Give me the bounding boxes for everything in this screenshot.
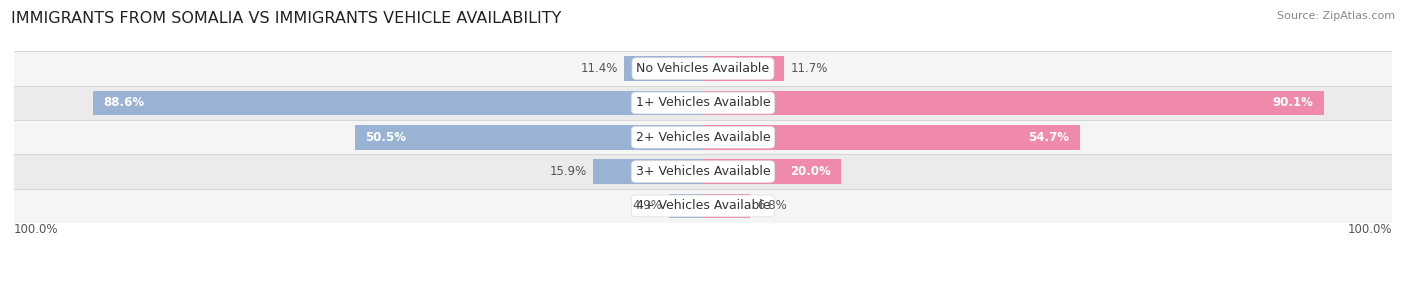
- Text: IMMIGRANTS FROM SOMALIA VS IMMIGRANTS VEHICLE AVAILABILITY: IMMIGRANTS FROM SOMALIA VS IMMIGRANTS VE…: [11, 11, 561, 26]
- Text: 54.7%: 54.7%: [1029, 131, 1070, 144]
- Bar: [703, 194, 749, 218]
- Bar: [703, 125, 1080, 150]
- Text: 90.1%: 90.1%: [1272, 96, 1313, 110]
- Bar: [703, 159, 841, 184]
- Text: 4+ Vehicles Available: 4+ Vehicles Available: [636, 199, 770, 212]
- Bar: [593, 159, 703, 184]
- Text: 100.0%: 100.0%: [1347, 223, 1392, 236]
- Text: 11.7%: 11.7%: [790, 62, 828, 75]
- Bar: [703, 91, 1323, 115]
- Text: 50.5%: 50.5%: [366, 131, 406, 144]
- Text: 88.6%: 88.6%: [103, 96, 143, 110]
- Bar: [14, 51, 1392, 86]
- Text: 1+ Vehicles Available: 1+ Vehicles Available: [636, 96, 770, 110]
- Text: 100.0%: 100.0%: [14, 223, 59, 236]
- Bar: [356, 125, 703, 150]
- Text: Source: ZipAtlas.com: Source: ZipAtlas.com: [1277, 11, 1395, 21]
- Text: 4.9%: 4.9%: [633, 199, 662, 212]
- Text: 20.0%: 20.0%: [790, 165, 831, 178]
- Text: 6.8%: 6.8%: [756, 199, 786, 212]
- Bar: [14, 154, 1392, 189]
- Text: 11.4%: 11.4%: [581, 62, 617, 75]
- Text: 15.9%: 15.9%: [550, 165, 586, 178]
- Text: No Vehicles Available: No Vehicles Available: [637, 62, 769, 75]
- Bar: [14, 86, 1392, 120]
- Bar: [624, 56, 703, 81]
- Text: 3+ Vehicles Available: 3+ Vehicles Available: [636, 165, 770, 178]
- Text: 2+ Vehicles Available: 2+ Vehicles Available: [636, 131, 770, 144]
- Bar: [14, 120, 1392, 154]
- Bar: [703, 56, 783, 81]
- Bar: [669, 194, 703, 218]
- Bar: [14, 189, 1392, 223]
- Bar: [93, 91, 703, 115]
